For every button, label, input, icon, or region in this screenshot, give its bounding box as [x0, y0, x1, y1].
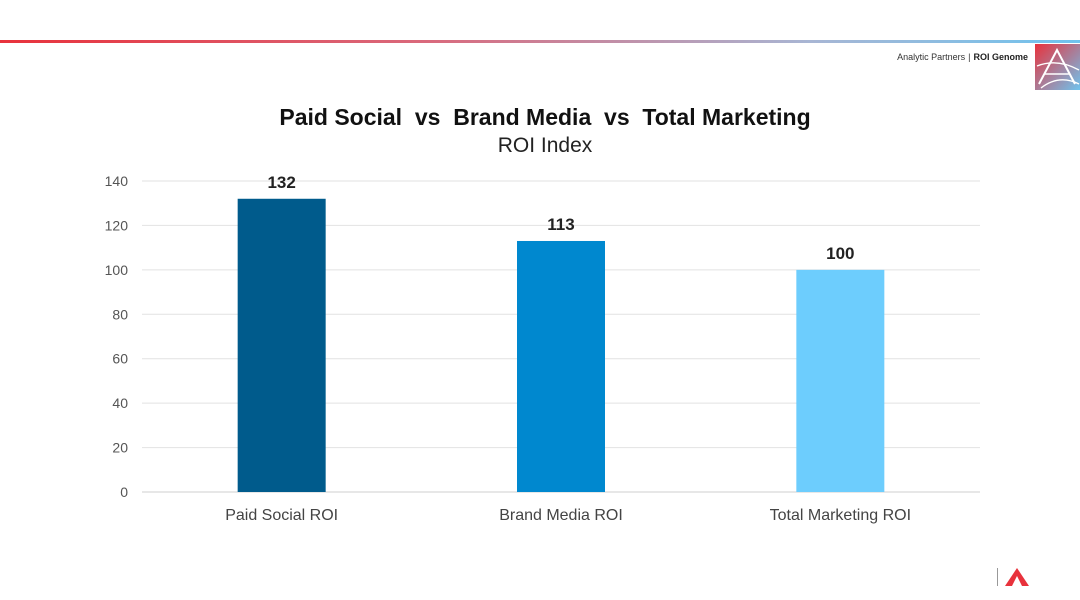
brand-separator: | [968, 52, 971, 62]
y-tick-label: 120 [105, 217, 129, 233]
brand-lockup: Analytic Partners | ROI Genome [897, 52, 1028, 62]
chart-subtitle: ROI Index [497, 134, 593, 157]
data-label: 113 [547, 215, 574, 234]
data-label: 132 [267, 173, 295, 192]
bar [237, 198, 326, 492]
analytic-partners-logo-icon [1005, 568, 1029, 586]
bar [796, 269, 885, 492]
y-tick-label: 20 [112, 440, 128, 456]
header-accent-line [0, 40, 1080, 43]
bar [517, 240, 605, 492]
y-tick-label: 100 [105, 262, 129, 278]
brand-product: ROI Genome [973, 52, 1028, 62]
y-tick-label: 140 [105, 173, 129, 189]
y-tick-label: 40 [112, 395, 128, 411]
roi-genome-logo-icon [1035, 44, 1080, 90]
x-category-label: Paid Social ROI [225, 507, 338, 524]
y-tick-label: 60 [112, 351, 128, 367]
footer-divider [997, 568, 998, 586]
brand-company: Analytic Partners [897, 52, 966, 62]
data-label: 100 [826, 244, 854, 263]
y-tick-label: 80 [112, 306, 128, 322]
x-category-label: Brand Media ROI [499, 507, 623, 524]
x-category-label: Total Marketing ROI [770, 507, 911, 524]
chart-title: Paid Social vs Brand Media vs Total Mark… [279, 104, 811, 130]
y-tick-label: 0 [120, 484, 128, 500]
